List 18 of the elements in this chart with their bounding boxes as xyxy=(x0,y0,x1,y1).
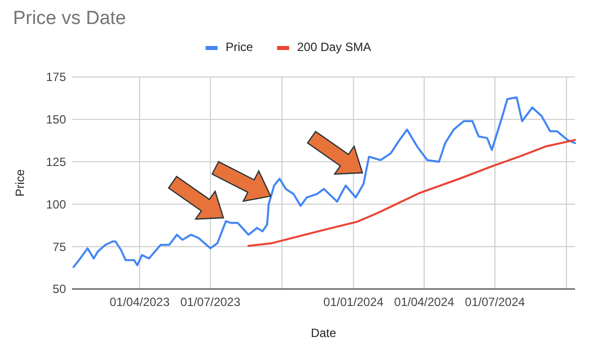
x-tick-label: 01/04/2023 xyxy=(110,295,170,309)
y-tick-label: 125 xyxy=(46,155,66,169)
legend-label: 200 Day SMA xyxy=(297,40,372,54)
y-axis-title: Price xyxy=(13,169,27,197)
x-tick-label: 01/07/2024 xyxy=(464,295,526,309)
line-series xyxy=(72,96,576,268)
legend-label: Price xyxy=(226,40,254,54)
y-tick-label: 175 xyxy=(46,70,66,84)
x-tick-label: 01/07/2023 xyxy=(180,295,241,309)
y-tick-label: 50 xyxy=(52,282,66,296)
y-tick-label: 150 xyxy=(46,112,66,127)
x-tick-label: 01/04/2024 xyxy=(394,295,455,309)
y-tick-label: 100 xyxy=(46,197,66,212)
line-series xyxy=(247,138,576,247)
x-axis-title: Date xyxy=(310,326,336,340)
y-tick-label: 75 xyxy=(52,240,66,254)
x-tick-label: 01/01/2024 xyxy=(323,295,384,309)
chart-title: Price vs Date xyxy=(13,8,126,29)
